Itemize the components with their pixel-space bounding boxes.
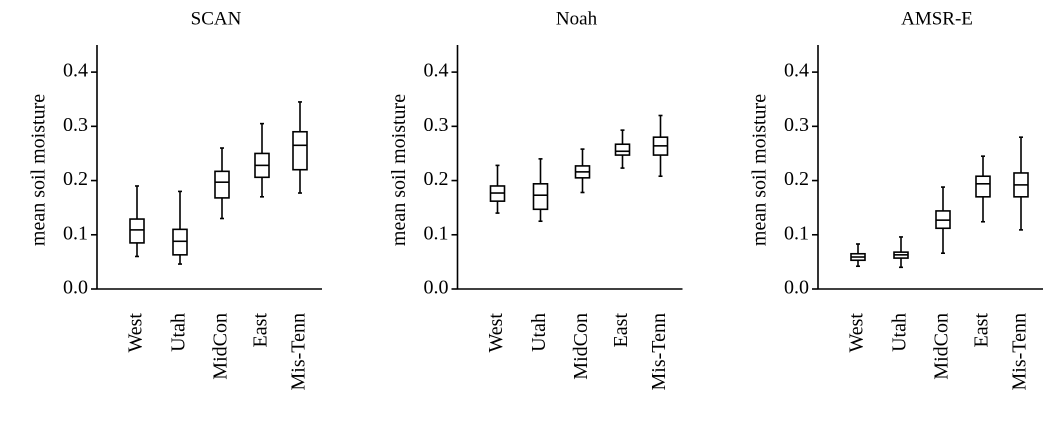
y-axis-label: mean soil moisture: [749, 94, 771, 246]
box: [129, 218, 145, 244]
x-tick-label: East: [250, 313, 272, 348]
y-tick-label: 0.0: [424, 277, 449, 299]
y-tick-label: 0.3: [424, 114, 449, 136]
y-tick-label: 0.3: [784, 114, 809, 136]
x-tick-label: West: [846, 313, 868, 353]
y-tick-label: 0.1: [63, 222, 88, 244]
box: [975, 175, 991, 198]
y-tick-label: 0.4: [63, 60, 88, 82]
y-tick-label: 0.4: [784, 60, 809, 82]
y-tick-label: 0.0: [784, 277, 809, 299]
x-tick-label: Mis-Tenn: [288, 313, 310, 390]
y-axis-label: mean soil moisture: [388, 94, 410, 246]
panel: Noah mean soil moisture 0.0 0.1 0.2 0.3 0.4 Wes…: [388, 8, 683, 390]
y-tick-label: 0.4: [424, 60, 449, 82]
x-tick-label: MidCon: [210, 313, 232, 380]
box: [172, 228, 188, 256]
box: [532, 183, 549, 211]
y-tick-label: 0.2: [424, 168, 449, 190]
x-tick-label: Mis-Tenn: [648, 313, 670, 390]
box: [214, 170, 230, 199]
x-tick-label: West: [485, 313, 507, 353]
panel: SCAN mean soil moisture 0.0 0.1 0.2 0.3 0.4 Wes…: [28, 8, 322, 390]
chart-title: SCAN: [191, 8, 242, 29]
y-axis-label: mean soil moisture: [28, 94, 50, 246]
x-tick-label: East: [971, 313, 993, 348]
x-tick-label: Mis-Tenn: [1009, 313, 1031, 390]
y-tick-label: 0.3: [63, 114, 88, 136]
chart-title: Noah: [556, 8, 598, 29]
x-tick-label: Utah: [889, 313, 911, 352]
box: [614, 143, 631, 156]
x-tick-label: Utah: [168, 313, 190, 352]
chart-title: AMSR-E: [901, 8, 973, 29]
box: [292, 130, 308, 171]
x-tick-label: West: [125, 313, 147, 353]
y-tick-label: 0.1: [784, 222, 809, 244]
y-tick-label: 0.0: [63, 277, 88, 299]
x-tick-label: Utah: [528, 313, 550, 352]
y-tick-label: 0.2: [784, 168, 809, 190]
x-tick-label: East: [610, 313, 632, 348]
panel: AMSR-E mean soil moisture 0.0 0.1 0.2 0.3 0.4 W…: [749, 8, 1043, 390]
y-tick-label: 0.1: [424, 222, 449, 244]
x-tick-label: MidCon: [931, 313, 953, 380]
x-tick-label: MidCon: [570, 313, 592, 380]
y-tick-label: 0.2: [63, 168, 88, 190]
